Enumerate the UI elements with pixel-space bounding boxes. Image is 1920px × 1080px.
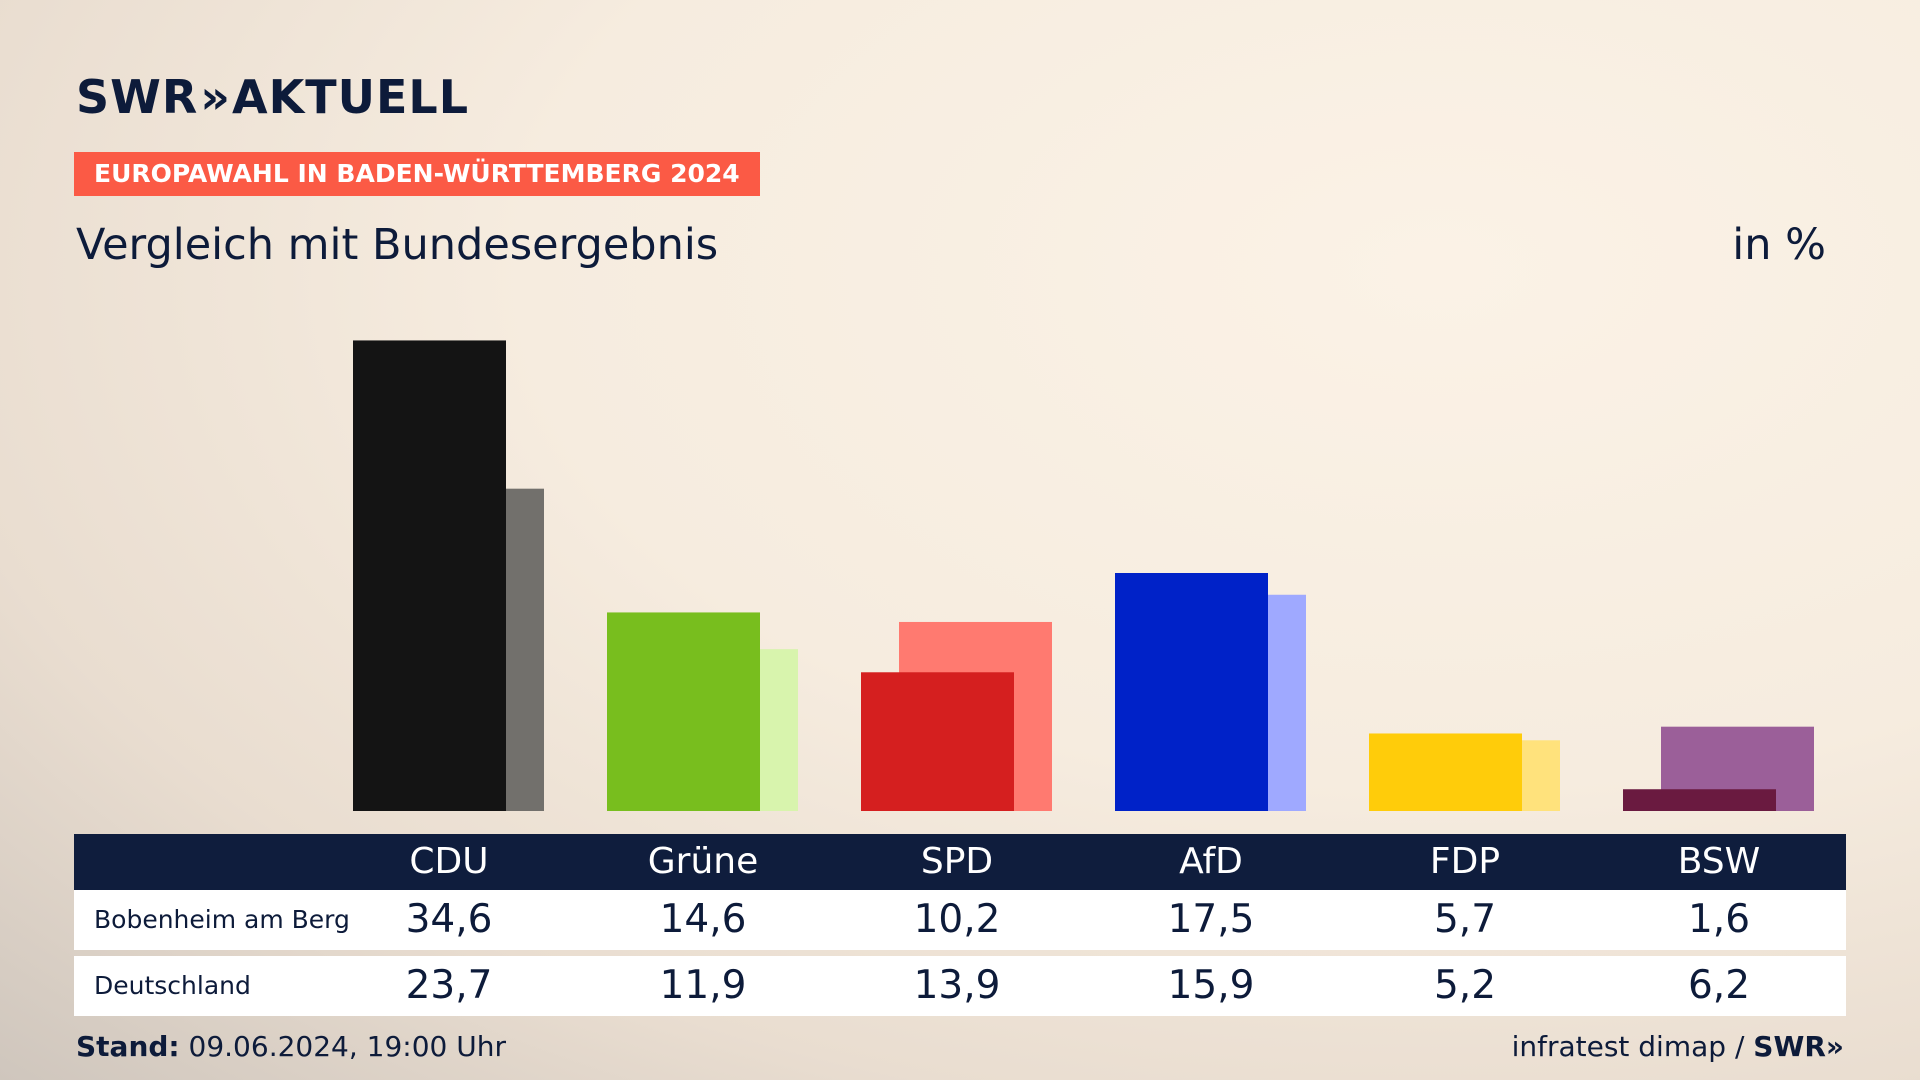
table-cell: 17,5 xyxy=(1167,897,1255,942)
election-badge: EUROPAWAHL IN BADEN-WÜRTTEMBERG 2024 xyxy=(74,152,760,196)
table-cell: 11,9 xyxy=(659,963,747,1008)
stand-value: 09.06.2024, 19:00 Uhr xyxy=(188,1030,506,1063)
row-label: Bobenheim am Berg xyxy=(94,905,350,934)
bar-bobenheim-4 xyxy=(1369,733,1522,811)
bar-bobenheim-3 xyxy=(1115,573,1268,811)
bar-bobenheim-1 xyxy=(607,612,760,811)
row-label: Deutschland xyxy=(94,971,251,1000)
chart-title: Vergleich mit Bundesergebnis xyxy=(76,220,719,270)
table-cell: 1,6 xyxy=(1687,897,1751,942)
column-header: SPD xyxy=(920,841,994,882)
source-credit: infratest dimap / SWR» xyxy=(1512,1030,1844,1063)
table-cell: 13,9 xyxy=(913,963,1001,1008)
table-cell: 5,2 xyxy=(1433,963,1497,1008)
bar-bobenheim-2 xyxy=(861,672,1014,811)
table-cell: 23,7 xyxy=(405,963,493,1008)
column-header: FDP xyxy=(1429,841,1501,882)
column-header: BSW xyxy=(1677,841,1761,882)
column-header: Grüne xyxy=(647,841,759,882)
timestamp: Stand: 09.06.2024, 19:00 Uhr xyxy=(76,1030,506,1063)
table-header: CDU Grüne SPD AfD FDP BSW xyxy=(74,834,1846,890)
table-cell: 6,2 xyxy=(1687,963,1751,1008)
table-cell: 34,6 xyxy=(405,897,493,942)
table-cell: 5,7 xyxy=(1433,897,1497,942)
source-label: infratest dimap / xyxy=(1511,1030,1745,1063)
bar-chart xyxy=(353,340,1814,811)
column-header: CDU xyxy=(409,841,489,882)
unit-label: in % xyxy=(1732,220,1826,270)
swr-aktuell-logo: SWR» AKTUELL xyxy=(76,70,469,124)
results-table: CDU Grüne SPD AfD FDP BSW Bobenheim am Berg 3… xyxy=(74,834,1846,1016)
column-header: AfD xyxy=(1179,841,1243,882)
table-row: Deutschland 23,7 11,9 13,9 15,9 5,2 6,2 xyxy=(74,956,1846,1016)
logo-aktuell: AKTUELL xyxy=(232,70,470,124)
bar-bobenheim-0 xyxy=(353,340,506,811)
stand-label: Stand: xyxy=(76,1030,180,1063)
table-cell: 15,9 xyxy=(1167,963,1255,1008)
table-cell: 10,2 xyxy=(913,897,1001,942)
bar-bobenheim-5 xyxy=(1623,789,1776,811)
swr-logo-small: SWR» xyxy=(1753,1030,1844,1063)
logo-swr: SWR xyxy=(76,70,199,124)
table-row: Bobenheim am Berg 34,6 14,6 10,2 17,5 5,7 1,6 xyxy=(74,890,1846,950)
table-cell: 14,6 xyxy=(659,897,747,942)
